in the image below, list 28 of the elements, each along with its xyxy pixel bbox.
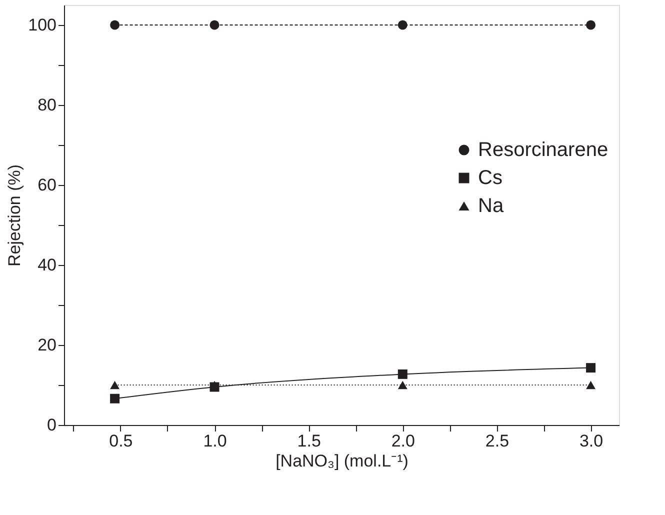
point — [398, 380, 408, 390]
point — [110, 20, 120, 30]
y-tick-label: 100 — [28, 16, 56, 34]
point — [586, 380, 596, 390]
y-tick-label: 40 — [38, 256, 56, 274]
x-tick-label: 2.0 — [391, 432, 415, 450]
point — [398, 20, 408, 30]
x-tick-label: 0.5 — [109, 432, 133, 450]
point — [110, 380, 120, 390]
point — [586, 20, 596, 30]
y-tick-label: 0 — [47, 416, 56, 434]
y-tick-label: 60 — [38, 176, 56, 194]
point — [398, 369, 408, 379]
y-tick-label: 80 — [38, 96, 56, 114]
y-axis-title: Rejection (%) — [5, 164, 24, 267]
x-tick-label: 2.5 — [485, 432, 510, 450]
point — [586, 363, 596, 373]
legend-label: Resorcinarene — [478, 139, 608, 161]
x-tick-label: 3.0 — [579, 432, 604, 450]
y-tick-label: 20 — [38, 336, 56, 354]
point — [110, 394, 120, 404]
legend-label: Cs — [478, 167, 502, 189]
x-tick-label: 1.5 — [297, 432, 321, 450]
point — [210, 380, 220, 390]
legend-label: Na — [478, 195, 504, 217]
x-tick-label: 1.0 — [203, 432, 227, 450]
point — [210, 20, 220, 30]
x-axis-title: [NaNO₃] (mol.L⁻¹) — [276, 452, 408, 470]
